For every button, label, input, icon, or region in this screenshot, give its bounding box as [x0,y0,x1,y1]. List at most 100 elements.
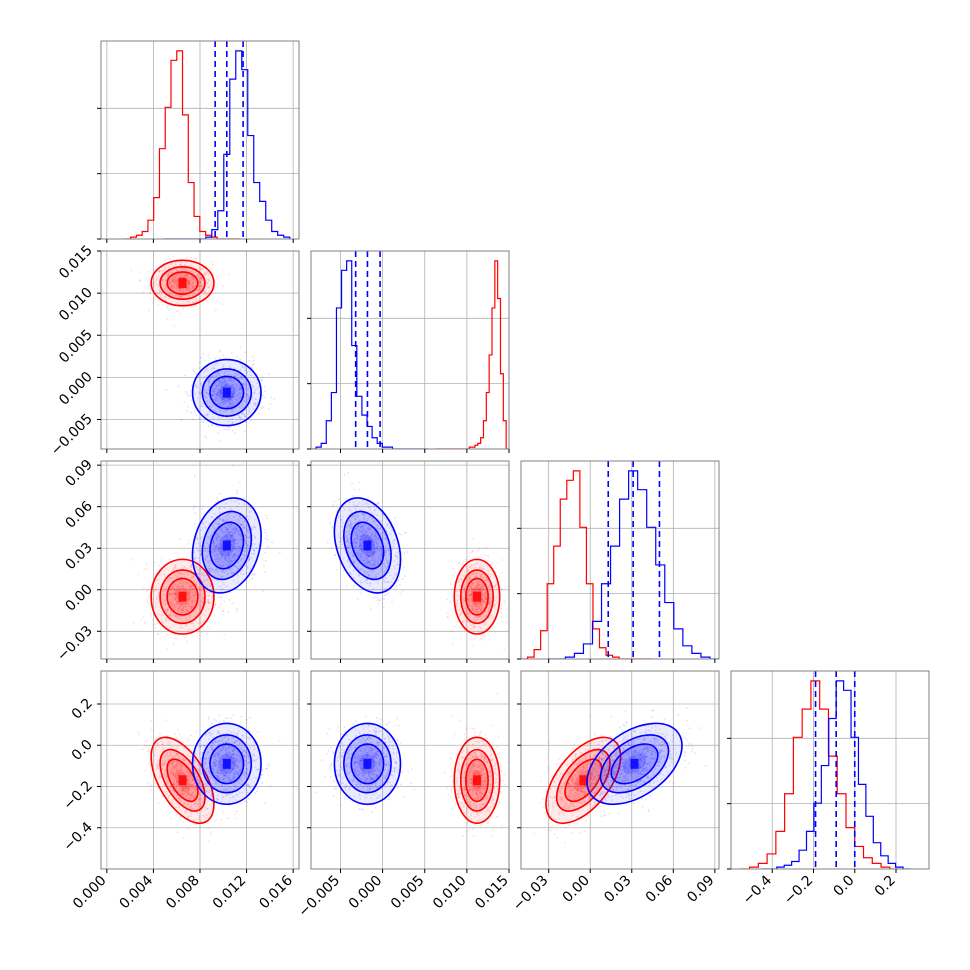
contour-red [166,577,199,616]
histogram-blue [311,260,429,449]
contour-red [564,758,603,803]
density-peak-red [178,278,187,289]
contour-blue [333,497,402,594]
panel-content [101,461,299,659]
axes-frame [520,460,720,660]
x-tick-label: −0.005 [295,873,343,921]
panel-content [521,671,719,869]
x-tick-label: 0.09 [684,873,717,906]
contour-blue [209,521,245,570]
density-peak-blue [630,758,639,769]
x-tick-label: 0.000 [346,873,386,913]
y-tick-label: 0.06 [62,498,95,531]
axes-frame [520,670,720,870]
contour-red [453,558,501,635]
contour-red [159,569,206,625]
density-peak-red [178,775,187,786]
contour-blue [191,722,262,806]
y-tick-label: −0.4 [60,819,95,854]
x-tick-label: 0.008 [163,873,203,913]
contour-blue [201,510,253,581]
x-tick-label: 0.03 [601,873,634,906]
scatter-points-blue [568,707,707,819]
contour-red [150,558,215,635]
axes-frame [310,460,510,660]
x-tick-label: 0.0 [831,873,858,900]
y-tick-label: 0.00 [62,581,95,614]
scatter-panel-2-0: −0.03 0.00 0.03 0.06 0.09 [54,457,300,665]
density-peak-red [472,591,481,602]
y-tick-label: 0.005 [56,327,96,367]
histogram-panel-1 [307,250,510,453]
density-peak-blue [222,758,231,769]
x-tick-label: 0.005 [388,873,428,913]
y-tick-label: 0.09 [62,457,95,490]
contour-blue [191,497,262,594]
axes-frame [730,670,930,870]
scatter-panel-2-1 [307,460,510,663]
y-tick-label: 0.2 [69,696,96,723]
density-peak-blue [363,540,372,551]
density-peak-blue [222,387,231,398]
density-peak-red [178,591,187,602]
histogram-blue [163,50,291,239]
y-tick-label: 0.010 [56,285,96,325]
contour-red [453,736,501,825]
x-tick-label: 0.2 [872,873,899,900]
x-tick-label: −0.2 [781,873,816,908]
contour-blue [201,368,253,417]
scatter-panel-3-2: −0.03 0.00 0.03 0.06 0.09 [510,670,720,914]
contour-red [166,758,199,803]
contour-blue [350,521,385,570]
panel-content [311,461,509,659]
contour-red [459,748,495,812]
contour-red [159,265,206,301]
panel-content [101,671,299,869]
contour-blue [343,510,392,581]
histogram-red [435,260,509,449]
x-tick-label: 0.004 [117,872,157,912]
histogram-blue [761,680,911,869]
x-tick-label: 0.00 [560,873,593,906]
contour-red [150,259,215,307]
scatter-points-blue [175,714,281,821]
histogram-red [521,470,652,659]
panel-content [731,671,929,869]
contour-blue [209,375,245,410]
contour-blue [610,743,659,785]
contour-red [545,736,622,825]
contour-blue [586,722,683,806]
x-tick-label: 0.012 [210,873,250,913]
y-tick-label: 0.0 [69,737,96,764]
contour-blue [209,743,245,785]
contour-red [465,758,489,803]
x-tick-label: 0.06 [643,872,676,905]
contour-red [459,569,495,625]
contour-red [159,748,206,812]
x-tick-label: 0.010 [430,873,470,913]
density-peak-red [579,775,588,786]
contour-blue [350,743,385,785]
histogram-panel-0 [97,40,300,243]
contour-red [465,577,489,616]
density-peak-red [472,775,481,786]
panel-content [311,671,509,869]
contour-blue [343,734,392,794]
panel-content [311,251,509,449]
density-peak-blue [363,758,372,769]
scatter-points-blue [326,471,409,611]
x-tick-label: −0.4 [740,872,775,907]
axes-frame [310,250,510,450]
contour-blue [201,734,253,794]
histogram-panel-3: −0.4 −0.2 0.0 0.2 [727,670,930,908]
histogram-blue [547,470,719,659]
panel-content [521,461,719,659]
contour-red [555,748,611,812]
scatter-panel-3-1: −0.005 0.000 0.005 0.010 0.015 [295,670,512,921]
y-tick-label: −0.03 [54,623,96,665]
contour-blue [191,358,262,427]
x-tick-label: 0.016 [256,872,296,912]
panel-content [101,41,299,239]
contour-blue [599,734,670,794]
